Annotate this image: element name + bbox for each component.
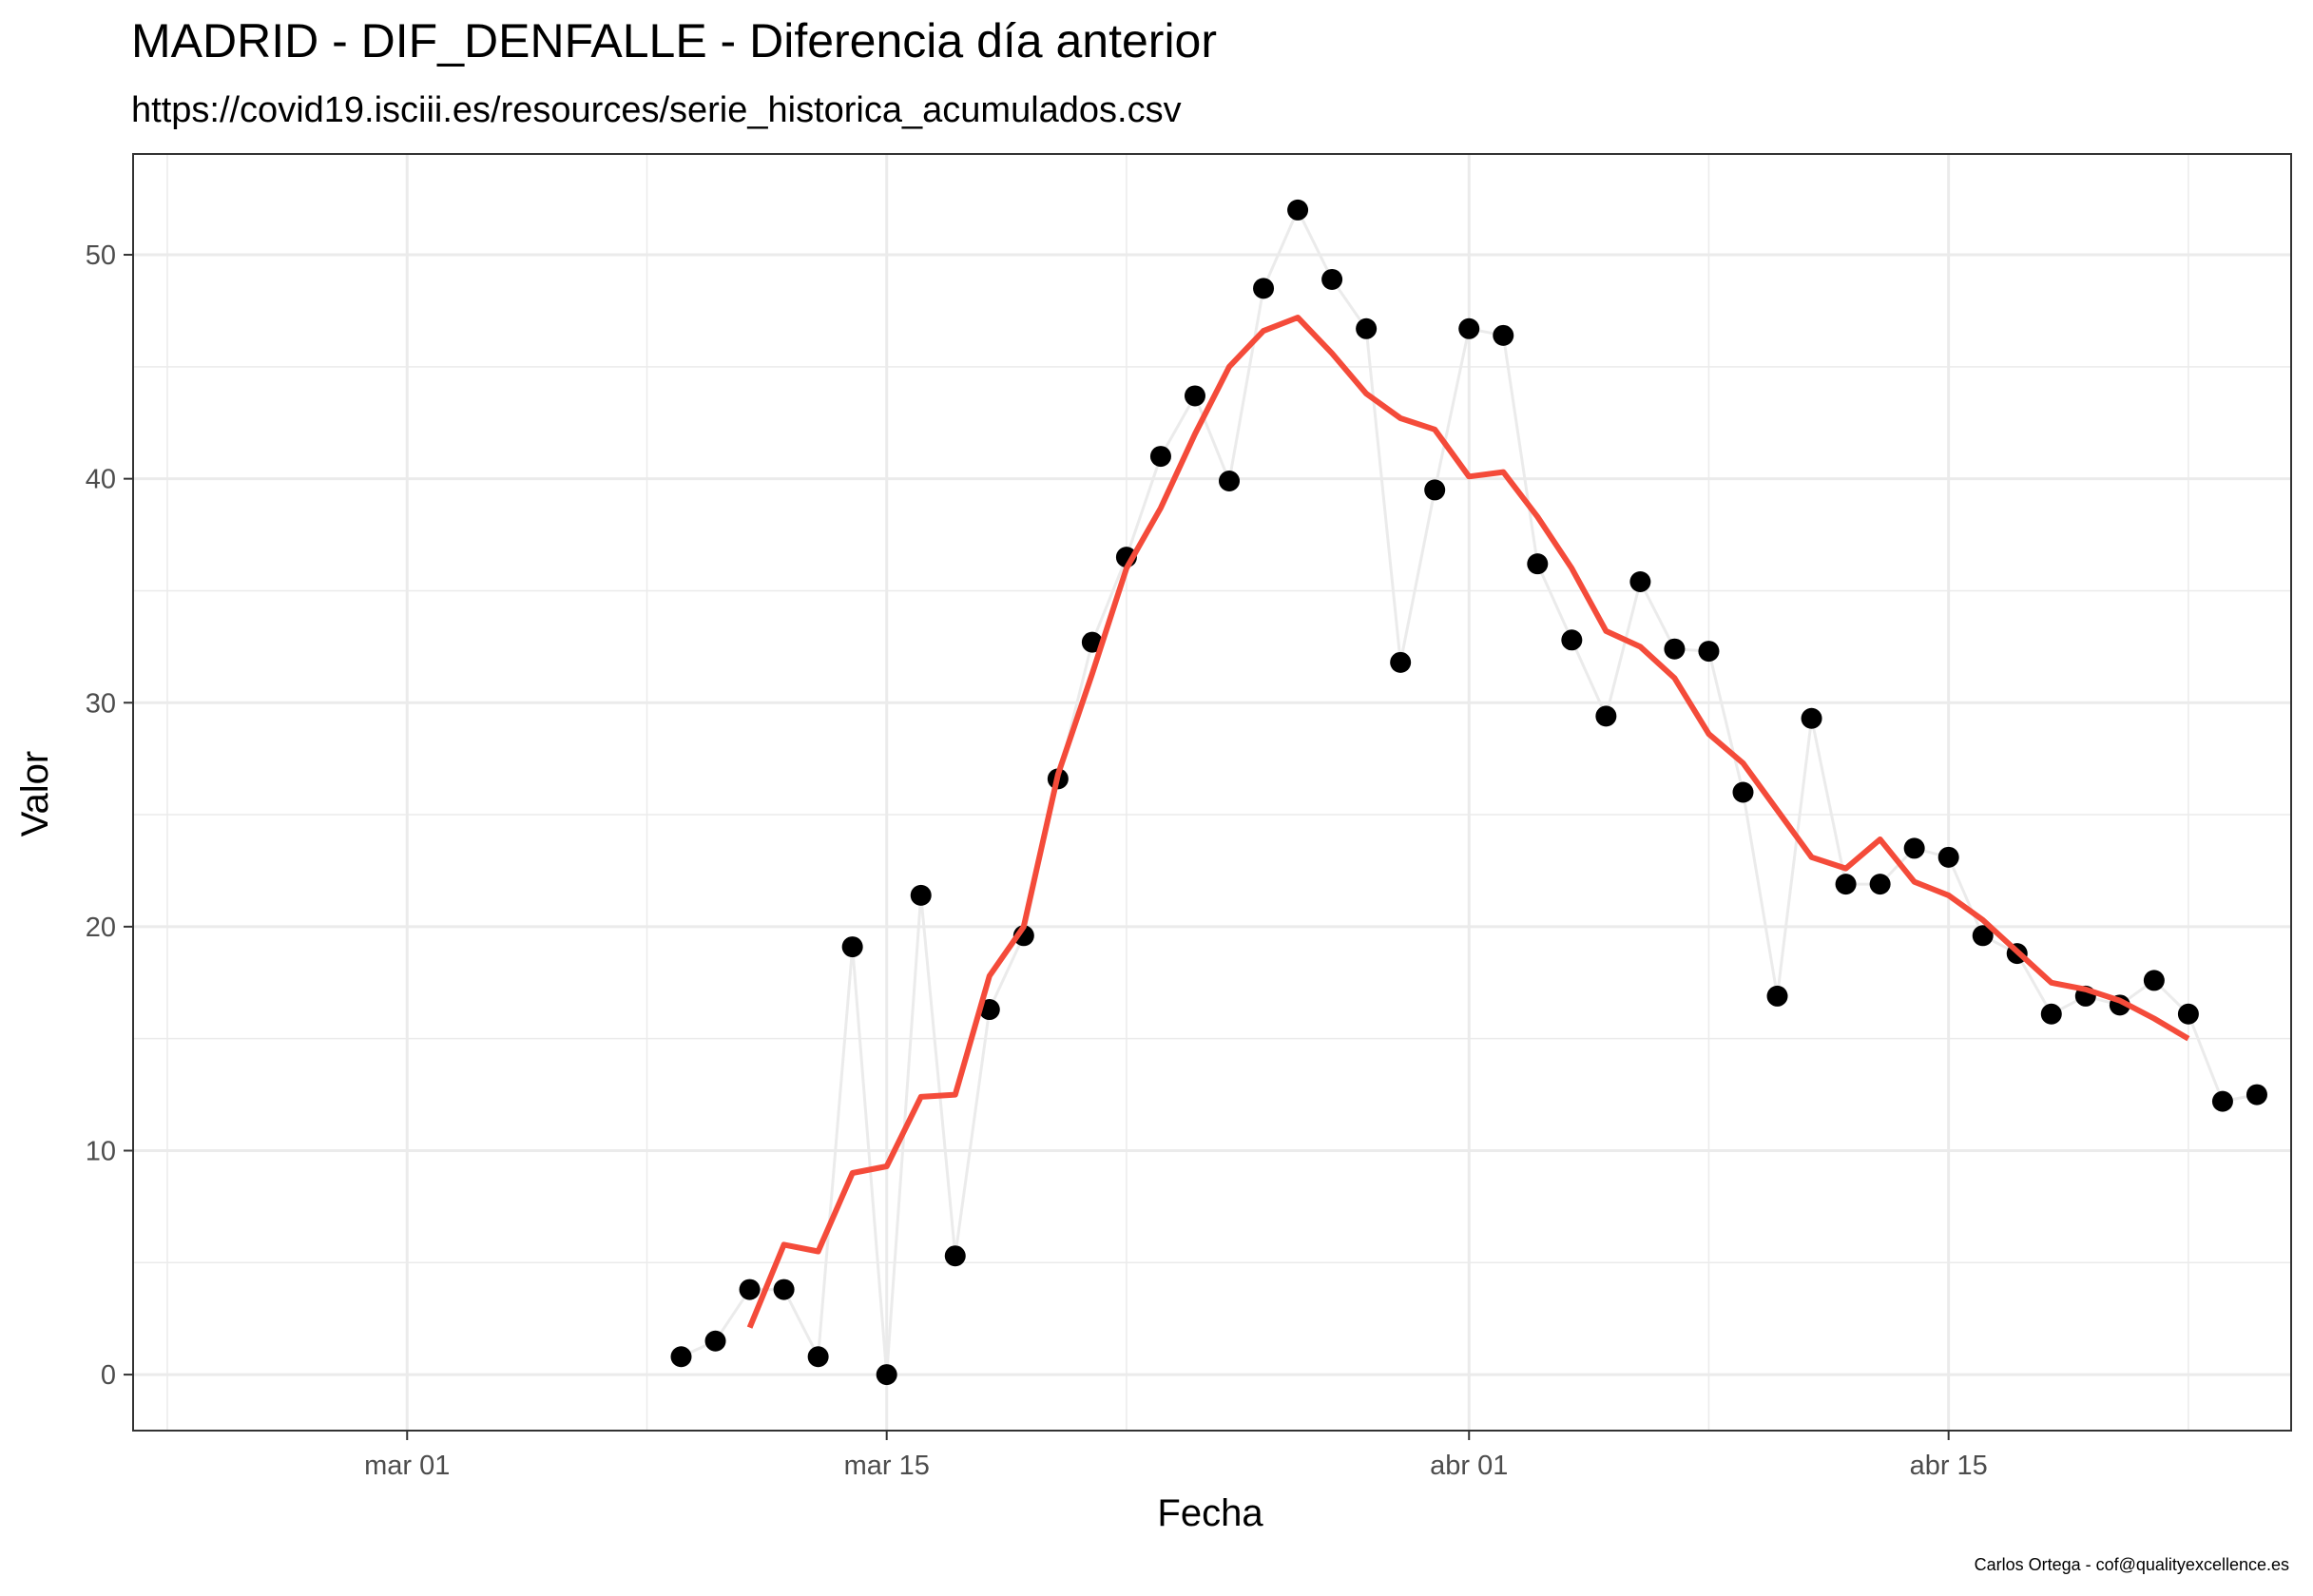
- data-point: [1493, 324, 1514, 346]
- data-point: [876, 1364, 897, 1386]
- data-point: [841, 936, 863, 958]
- data-point: [2246, 1084, 2267, 1106]
- data-point: [2040, 1003, 2062, 1025]
- x-tick-label: abr 01: [1430, 1451, 1508, 1481]
- smoothed-series-line: [746, 315, 2190, 1329]
- data-point: [1458, 317, 1480, 339]
- series-layer: [670, 199, 2267, 1386]
- data-point: [2177, 1003, 2199, 1025]
- x-tick-label: mar 15: [844, 1451, 930, 1481]
- x-tick-label: mar 01: [364, 1451, 450, 1481]
- data-point: [1766, 985, 1788, 1007]
- y-axis: 0 10 20 30 40 50: [86, 240, 133, 1391]
- chart-title: MADRID - DIF_DENFALLE - Diferencia día a…: [131, 14, 1217, 67]
- data-point: [773, 1279, 795, 1300]
- data-point: [1801, 707, 1822, 729]
- data-point: [1390, 651, 1412, 673]
- minor-gridlines: [133, 154, 2291, 1431]
- data-point: [944, 1245, 966, 1267]
- data-point: [1321, 268, 1343, 290]
- x-axis-title: Fecha: [1157, 1492, 1263, 1534]
- y-tick-label: 40: [86, 465, 116, 495]
- data-point: [1561, 629, 1583, 651]
- data-point: [1527, 553, 1549, 575]
- data-point: [2143, 970, 2165, 991]
- chart-caption: Carlos Ortega - cof@qualityexcellence.es: [1975, 1555, 2289, 1574]
- data-point: [1081, 631, 1103, 653]
- data-point: [1972, 925, 1994, 947]
- data-point: [1629, 571, 1651, 593]
- y-tick-label: 0: [101, 1360, 116, 1391]
- chart-subtitle: https://covid19.isciii.es/resources/seri…: [131, 90, 1182, 130]
- data-point: [739, 1279, 761, 1300]
- data-point: [1595, 705, 1617, 727]
- data-point: [1664, 638, 1686, 660]
- data-point: [1424, 479, 1446, 501]
- data-point: [1149, 446, 1171, 468]
- data-point: [1869, 874, 1891, 895]
- major-gridlines: [133, 154, 2291, 1431]
- data-point: [1732, 781, 1754, 803]
- data-point: [2211, 1090, 2233, 1112]
- data-point: [1219, 470, 1241, 491]
- y-tick-label: 50: [86, 240, 116, 271]
- x-axis: mar 01 mar 15 abr 01 abr 15: [364, 1431, 1988, 1481]
- data-point: [1698, 641, 1720, 663]
- data-point: [1356, 317, 1378, 339]
- y-axis-title: Valor: [14, 751, 56, 836]
- x-tick-label: abr 15: [1910, 1451, 1988, 1481]
- y-tick-label: 20: [86, 913, 116, 943]
- data-point: [910, 884, 932, 906]
- data-point: [1937, 846, 1959, 868]
- data-point: [670, 1346, 692, 1368]
- data-point: [1903, 837, 1925, 859]
- data-point: [1184, 385, 1205, 407]
- data-point: [1835, 874, 1857, 895]
- data-point: [1253, 278, 1275, 299]
- data-point: [704, 1330, 726, 1352]
- y-tick-label: 30: [86, 688, 116, 719]
- panel-border: [132, 153, 2292, 1432]
- data-point: [807, 1346, 829, 1368]
- y-tick-label: 10: [86, 1136, 116, 1166]
- data-point: [1287, 199, 1309, 221]
